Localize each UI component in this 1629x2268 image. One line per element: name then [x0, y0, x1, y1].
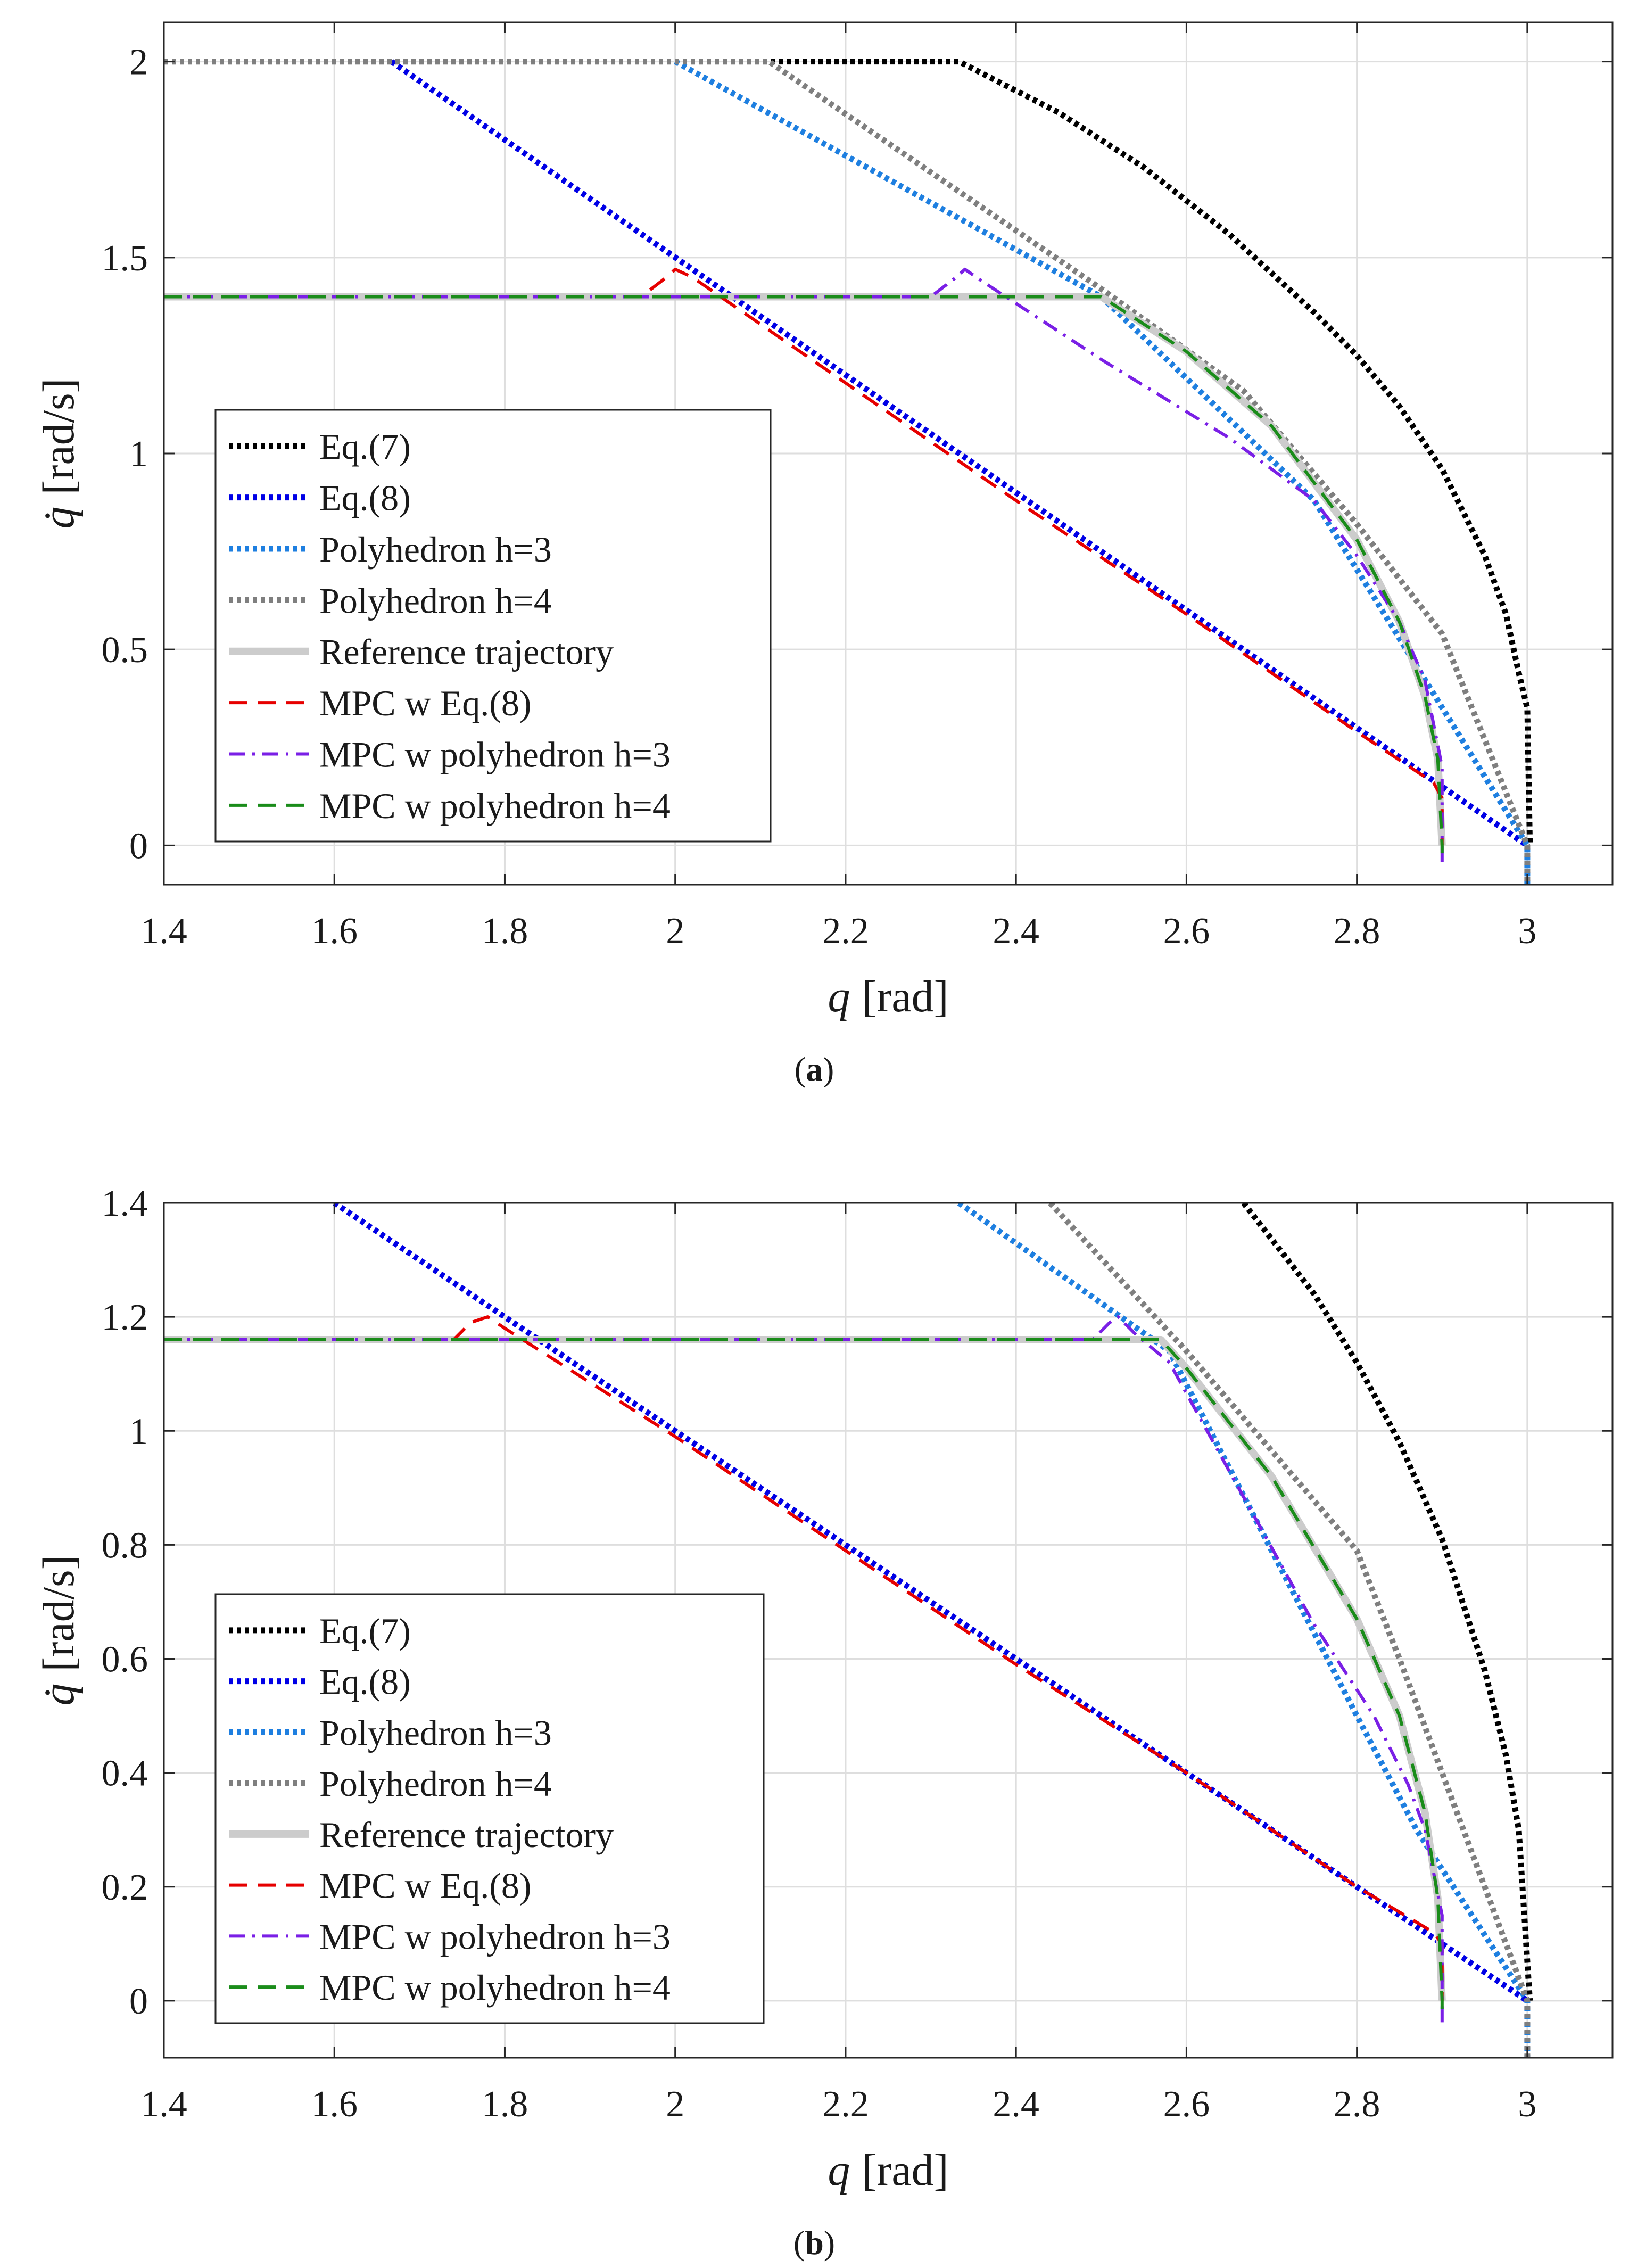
x-axis-var-b: q — [828, 2146, 850, 2195]
legend-entry-label: Polyhedron h=4 — [319, 580, 552, 621]
series-line-7 — [164, 267, 1444, 865]
y-tick-label: 0 — [129, 1981, 148, 2022]
legend-entry-label: MPC w polyhedron h=4 — [319, 786, 671, 826]
legend-entry-label: MPC w polyhedron h=3 — [319, 1916, 671, 1957]
legend-box — [214, 1593, 765, 2024]
data-series-a — [164, 59, 1533, 885]
x-tick-label: 2.2 — [822, 911, 869, 952]
caption-a: (a) — [795, 1050, 834, 1088]
caption-letter-b: b — [805, 2224, 824, 2262]
x-tick-label: 1.4 — [140, 2084, 187, 2125]
x-tick-label: 2 — [666, 2084, 684, 2125]
x-axis-label-b: q [rad] — [828, 2146, 948, 2195]
tick-marks-b — [163, 1202, 1613, 2058]
caption-b: (b) — [793, 2224, 835, 2262]
legend-entry-label: Reference trajectory — [319, 1815, 614, 1855]
y-axis-unit-a: [rad/s] — [34, 378, 84, 494]
x-axis-var-a: q — [828, 972, 850, 1021]
series-line-6 — [164, 1315, 1444, 2001]
tick-labels-b: 1.4 1.6 1.8 2 2.2 2.4 2.6 2.8 3 0 0.2 0.4 0.6 0.8 1 1.2… — [102, 1183, 1537, 2125]
series-line-4 — [1048, 1203, 1531, 2058]
x-tick-label: 1.4 — [140, 911, 187, 952]
series-line-3 — [674, 59, 1531, 885]
y-tick-label: 1 — [129, 434, 148, 475]
y-tick-label: 0.2 — [102, 1867, 148, 1908]
legend-b: Eq.(7) Eq.(8) Polyhedron h=3 Polyhedron h=4… — [214, 1593, 765, 2024]
y-tick-label: 0.8 — [102, 1525, 148, 1566]
y-axis-label-a: q̇ [rad/s] — [34, 378, 84, 529]
legend-entry-label: Eq.(7) — [319, 1611, 411, 1651]
y-axis-label-b: q̇ [rad/s] — [34, 1555, 84, 1705]
x-tick-label: 2.6 — [1163, 911, 1210, 952]
legend-entry-label: Polyhedron h=3 — [319, 529, 552, 570]
legend-entry-label: MPC w polyhedron h=4 — [319, 1967, 671, 2008]
legend-entry-label: Polyhedron h=4 — [319, 1763, 552, 1804]
chart-panel-a: 1.4 1.6 1.8 2 2.2 2.4 2.6 2.8 300.511.52 q [rad] … — [34, 21, 1614, 1088]
x-tick-label: 1.8 — [482, 911, 528, 952]
y-tick-label: 0 — [129, 826, 148, 867]
tick-labels-a: 1.4 1.6 1.8 2 2.2 2.4 2.6 2.8 3 0 0.5 1 1.5 2 — [102, 42, 1537, 952]
legend-entry-label: MPC w Eq.(8) — [319, 683, 532, 723]
series-line-8 — [164, 295, 1444, 854]
y-tick-label: 1.2 — [102, 1297, 148, 1338]
plot-frame-b — [163, 1202, 1614, 2059]
legend-entry-label: MPC w polyhedron h=3 — [319, 734, 671, 774]
chart-panel-b: 1.4 1.6 1.8 2 2.2 2.4 2.6 2.8 3 0 0.2 0.4 0.6 0.8 1 1.2… — [34, 1183, 1614, 2262]
x-axis-unit-b: [rad] — [862, 2146, 948, 2195]
legend-box — [214, 409, 772, 843]
y-tick-label: 0.4 — [102, 1753, 148, 1794]
x-tick-label: 3 — [1518, 2084, 1536, 2125]
series-line-1 — [1241, 1203, 1533, 2001]
x-tick-label: 1.8 — [482, 2084, 528, 2125]
legend-entry-label: Eq.(8) — [319, 478, 411, 518]
series-line-1 — [164, 59, 1533, 846]
x-tick-label: 2.4 — [993, 2084, 1039, 2125]
x-axis-label-a: q [rad] — [828, 972, 948, 1021]
y-axis-unit-b: [rad/s] — [34, 1555, 84, 1671]
legend-a: Eq.(7) Eq.(8) Polyhedron h=3 Polyhedron h=4… — [214, 409, 772, 843]
legend-entry-label: MPC w Eq.(8) — [319, 1866, 532, 1906]
tick-marks-a — [163, 22, 1613, 885]
x-tick-label: 2.2 — [822, 2084, 869, 2125]
x-tick-label: 2.4 — [993, 911, 1039, 952]
legend-entry-label: Reference trajectory — [319, 632, 614, 672]
y-tick-label: 2 — [129, 42, 148, 83]
series-line-7 — [164, 1315, 1444, 2030]
series-line-2 — [390, 59, 1529, 848]
x-tick-label: 2 — [666, 911, 684, 952]
legend-entry-label: Eq.(8) — [319, 1662, 411, 1702]
series-line-6 — [164, 267, 1444, 846]
y-tick-label: 1.5 — [102, 238, 148, 279]
series-line-8 — [164, 1338, 1444, 2013]
x-tick-label: 2.6 — [1163, 2084, 1210, 2125]
y-tick-label: 0.5 — [102, 630, 148, 671]
caption-letter-a: a — [806, 1050, 823, 1088]
y-tick-label: 0.6 — [102, 1639, 148, 1680]
y-axis-var-b: q̇ — [34, 1684, 84, 1706]
data-series-b — [164, 1203, 1533, 2058]
legend-entry-label: Polyhedron h=3 — [319, 1712, 552, 1753]
series-line-4 — [164, 59, 1531, 885]
y-tick-label: 1 — [129, 1411, 148, 1452]
x-tick-label: 1.6 — [311, 2084, 358, 2125]
x-axis-unit-a: [rad] — [862, 972, 948, 1021]
x-tick-label: 2.8 — [1334, 2084, 1380, 2125]
legend-entry-label: Eq.(7) — [319, 426, 411, 467]
x-tick-label: 3 — [1518, 911, 1536, 952]
y-tick-label: 1.4 — [102, 1183, 148, 1224]
x-tick-label: 2.8 — [1334, 911, 1380, 952]
x-tick-label: 1.6 — [311, 911, 358, 952]
y-axis-var-a: q̇ — [34, 507, 84, 529]
